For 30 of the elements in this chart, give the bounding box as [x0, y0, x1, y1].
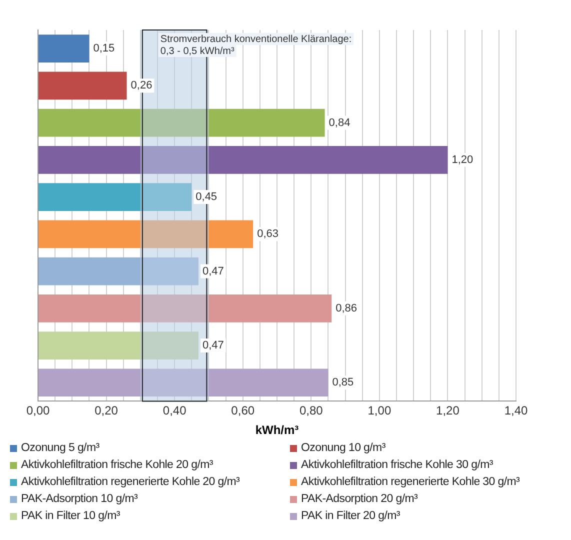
- x-tick-label: 0,40: [162, 404, 187, 418]
- legend-label: Aktivkohlefiltration frische Kohle 30 g/m³: [301, 458, 493, 473]
- x-tick-label: 1,00: [368, 404, 392, 418]
- data-label: 0,15: [93, 42, 115, 55]
- data-label: 0,26: [130, 80, 152, 92]
- data-label: 1,20: [452, 154, 474, 166]
- data-label: 0,47: [202, 340, 224, 352]
- data-label: 0,85: [332, 376, 354, 389]
- legend-label: Ozonung 10 g/m³: [301, 441, 386, 456]
- x-tick-label: 0,20: [94, 404, 118, 418]
- data-label: 0,45: [196, 191, 218, 204]
- legend-label: Aktivkohlefiltration regenerierte Kohle 20 g/m³: [21, 475, 240, 490]
- legend-label: PAK in Filter 20 g/m³: [301, 509, 400, 524]
- x-tick-label: 0,80: [299, 404, 324, 418]
- x-tick-label: 1,40: [504, 404, 528, 418]
- legend-label: Aktivkohlefiltration regenerierte Kohle 30 g/m³: [301, 475, 520, 490]
- x-tick-label: 0,00: [26, 404, 50, 418]
- data-label: 0,63: [257, 228, 279, 240]
- legend-label: PAK-Adsorption 20 g/m³: [301, 492, 418, 507]
- x-tick-label: 1,20: [436, 404, 460, 418]
- legend-label: PAK in Filter 10 g/m³: [21, 509, 120, 524]
- x-tick-label: 0,60: [231, 404, 255, 418]
- data-label: 0,84: [328, 116, 350, 129]
- data-label: 0,86: [336, 302, 358, 314]
- legend-label: Aktivkohlefiltration frische Kohle 20 g/m³: [21, 458, 213, 473]
- data-label: 0,47: [202, 265, 224, 278]
- band-label: Stromverbrauch konventionelle Kläranlage: 0,3 - 0,5 kWh/m³: [160, 34, 352, 57]
- legend-label: PAK-Adsorption 10 g/m³: [21, 492, 138, 507]
- legend-label: Ozonung 5 g/m³: [21, 441, 100, 456]
- x-axis-title: kWh/m³: [255, 423, 299, 438]
